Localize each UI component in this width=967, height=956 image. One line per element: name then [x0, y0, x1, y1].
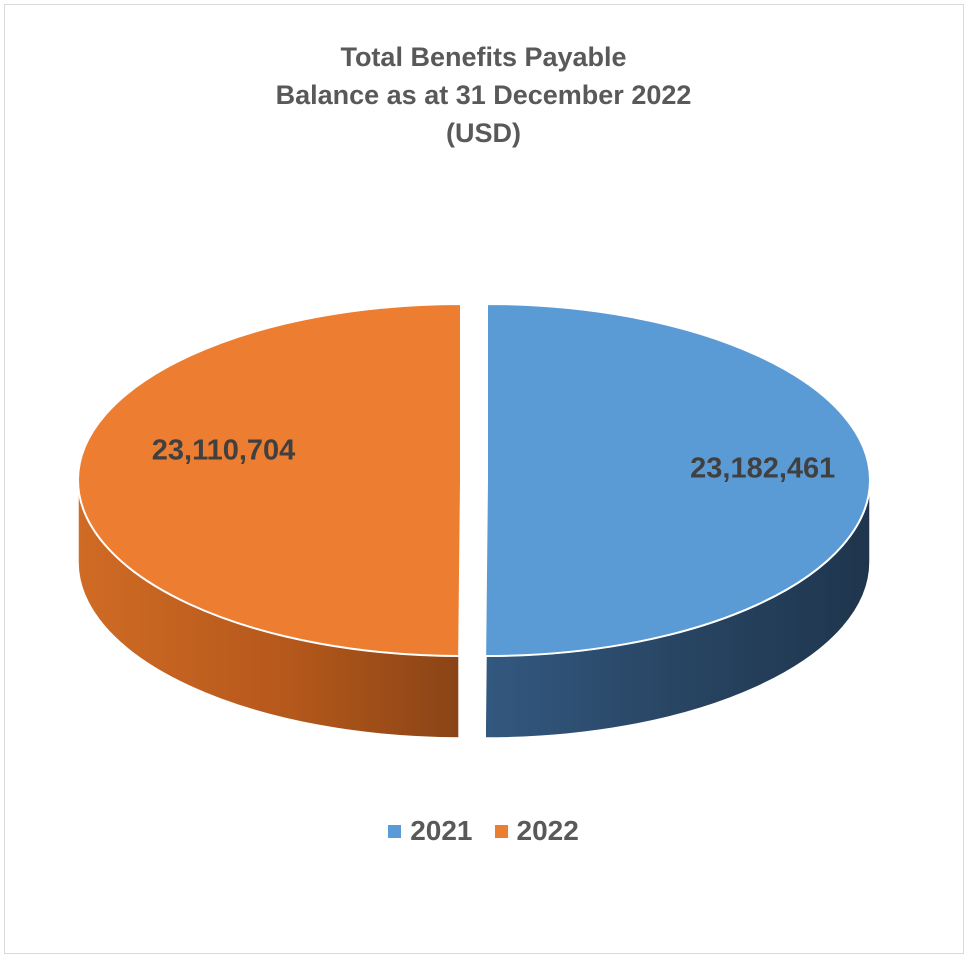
chart-title-line-3: (USD): [446, 118, 521, 148]
legend-swatch-2022: [494, 824, 508, 838]
legend-label-2021: 2021: [410, 815, 473, 846]
chart-title-line-1: Total Benefits Payable: [340, 42, 627, 72]
legend-item-2022: 2022: [494, 815, 579, 847]
data-label-2022: 23,110,704: [152, 435, 296, 467]
legend: 2021 2022: [0, 815, 967, 847]
legend-item-2021: 2021: [388, 815, 473, 847]
legend-label-2022: 2022: [516, 815, 579, 846]
pie-slice-2022: [76, 302, 462, 657]
chart-title: Total Benefits Payable Balance as at 31 …: [0, 38, 967, 152]
pie-slice-2021: [484, 303, 872, 658]
data-label-2021: 23,182,461: [690, 453, 835, 485]
chart-title-line-2: Balance as at 31 December 2022: [275, 80, 692, 110]
legend-swatch-2021: [388, 824, 402, 838]
